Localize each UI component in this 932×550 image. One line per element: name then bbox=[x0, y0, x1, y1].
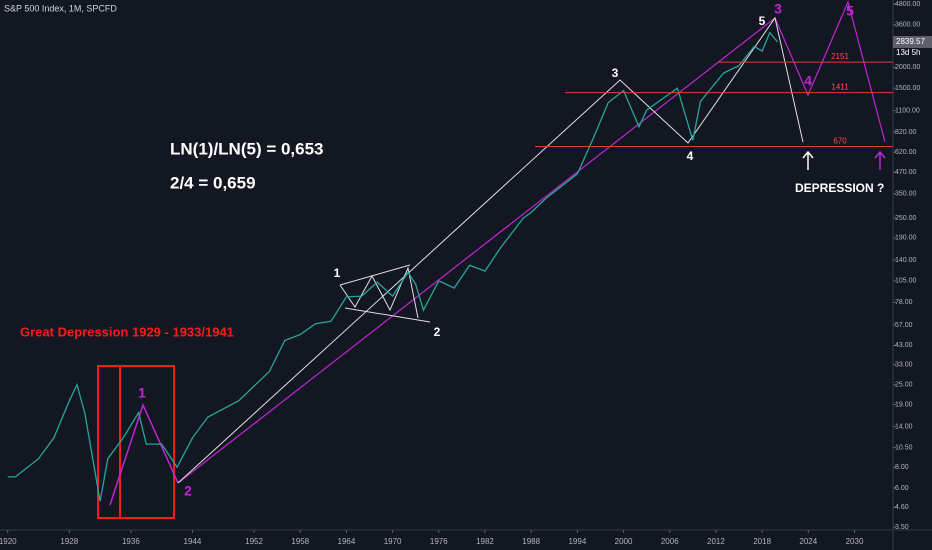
y-tick-label: 3600.00 bbox=[895, 22, 920, 29]
level-label: 1411 bbox=[831, 83, 849, 92]
y-tick-label: 140.00 bbox=[895, 257, 917, 264]
annotation: DEPRESSION ? bbox=[795, 181, 884, 195]
y-tick-label: 190.00 bbox=[895, 235, 917, 242]
depression-box bbox=[97, 365, 175, 519]
y-tick-label: 6.00 bbox=[895, 485, 909, 492]
x-tick-label: 1964 bbox=[338, 537, 356, 546]
annotation: 2/4 = 0,659 bbox=[170, 173, 256, 192]
price-tag-label: 2839.57 bbox=[896, 37, 925, 46]
arrow bbox=[874, 150, 886, 170]
x-tick-label: 1944 bbox=[184, 537, 202, 546]
y-tick-label: 19.00 bbox=[895, 401, 913, 408]
triangle-line bbox=[344, 307, 431, 323]
x-tick-label: 1988 bbox=[522, 537, 540, 546]
x-tick-label: 1976 bbox=[430, 537, 448, 546]
wave-label: 3 bbox=[612, 66, 619, 80]
x-tick-label: 2030 bbox=[846, 537, 864, 546]
wave-label: 5 bbox=[759, 14, 766, 28]
y-tick-label: 57.00 bbox=[895, 322, 913, 329]
x-tick-label: 1920 bbox=[0, 537, 17, 546]
x-tick-label: 1958 bbox=[291, 537, 309, 546]
wave-line bbox=[109, 402, 179, 506]
wave-label: 2 bbox=[184, 483, 192, 499]
x-tick-label: 1982 bbox=[476, 537, 494, 546]
y-tick-label: 25.00 bbox=[895, 382, 913, 389]
arrow bbox=[802, 150, 814, 170]
annotation: LN(1)/LN(5) = 0,653 bbox=[170, 139, 324, 158]
wave-label: 1 bbox=[138, 385, 146, 401]
y-tick-label: 470.00 bbox=[895, 169, 917, 176]
level-label: 2151 bbox=[831, 52, 849, 61]
x-tick-label: 1936 bbox=[122, 537, 140, 546]
y-tick-label: 1100.00 bbox=[895, 107, 920, 114]
x-tick-label: 2000 bbox=[615, 537, 633, 546]
y-tick-label: 350.00 bbox=[895, 190, 917, 197]
countdown: 13d 5h bbox=[896, 48, 920, 57]
triangle-line bbox=[339, 266, 419, 319]
wave-label: 2 bbox=[434, 325, 441, 339]
wave-label: 5 bbox=[846, 3, 854, 19]
y-tick-label: 43.00 bbox=[895, 342, 913, 349]
y-tick-label: 1500.00 bbox=[895, 85, 920, 92]
y-tick-label: 4800.00 bbox=[895, 1, 920, 8]
x-tick-label: 1994 bbox=[568, 537, 586, 546]
wave-line bbox=[177, 0, 886, 484]
x-tick-label: 2012 bbox=[707, 537, 725, 546]
wave-label: 4 bbox=[687, 149, 694, 163]
y-tick-label: 4.60 bbox=[895, 504, 909, 511]
y-tick-label: 33.00 bbox=[895, 361, 913, 368]
wave-line bbox=[177, 16, 804, 484]
y-tick-label: 820.00 bbox=[895, 129, 917, 136]
x-tick-label: 2018 bbox=[753, 537, 771, 546]
level-label: 670 bbox=[833, 137, 847, 146]
x-tick-label: 2006 bbox=[661, 537, 679, 546]
y-tick-label: 620.00 bbox=[895, 149, 917, 156]
y-tick-label: 3.50 bbox=[895, 524, 909, 531]
wave-label: 4 bbox=[804, 73, 812, 89]
y-tick-label: 105.00 bbox=[895, 278, 917, 285]
x-tick-label: 1970 bbox=[384, 537, 402, 546]
chart-title: S&P 500 Index, 1M, SPCFD bbox=[4, 3, 117, 13]
triangle-line bbox=[339, 264, 411, 286]
y-tick-label: 78.00 bbox=[895, 299, 913, 306]
price-line bbox=[7, 31, 779, 502]
y-tick-label: 8.00 bbox=[895, 464, 909, 471]
price-axis bbox=[893, 0, 932, 550]
y-tick-label: 14.00 bbox=[895, 424, 913, 431]
y-tick-label: 250.00 bbox=[895, 215, 917, 222]
x-tick-label: 2024 bbox=[799, 537, 817, 546]
annotation: Great Depression 1929 - 1933/1941 bbox=[20, 324, 234, 339]
x-tick-label: 1952 bbox=[245, 537, 263, 546]
drawings bbox=[7, 0, 886, 519]
wave-label: 3 bbox=[774, 1, 782, 17]
x-tick-label: 1928 bbox=[60, 537, 78, 546]
price-tag bbox=[893, 35, 932, 48]
y-tick-label: 10.50 bbox=[895, 444, 913, 451]
wave-label: 1 bbox=[334, 266, 341, 280]
y-tick-label: 2000.00 bbox=[895, 64, 920, 71]
